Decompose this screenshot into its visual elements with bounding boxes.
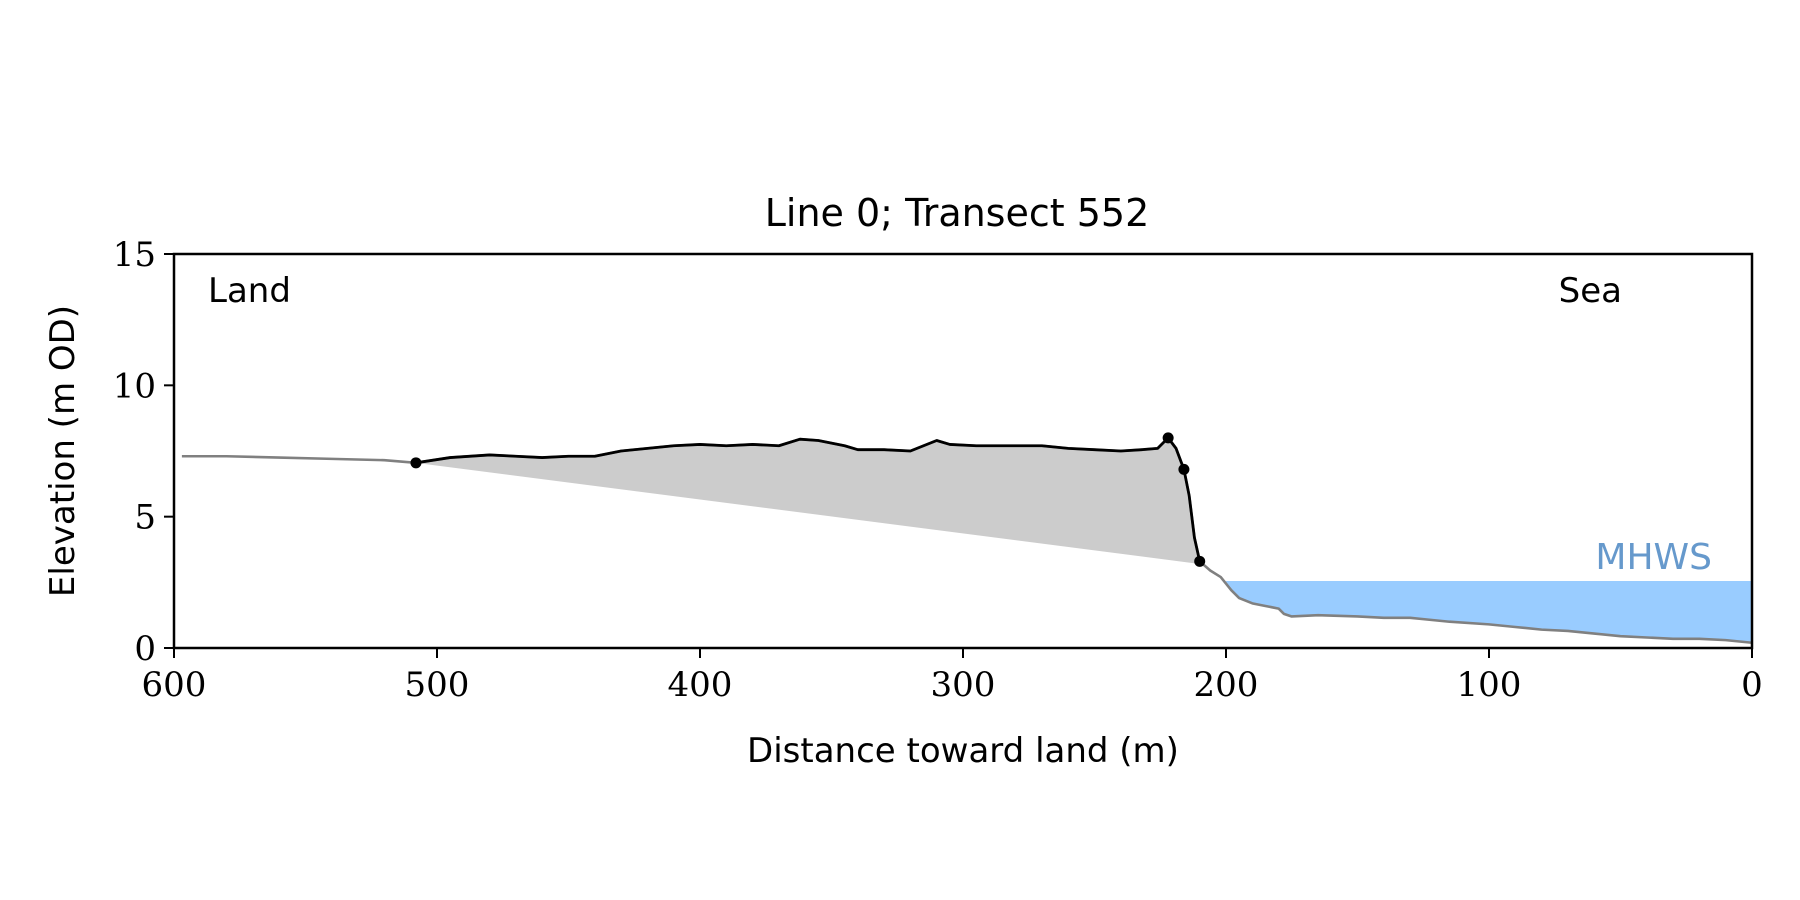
chart-title: Line 0; Transect 552 <box>765 191 1150 235</box>
x-tick-label: 300 <box>931 665 996 705</box>
x-tick-label: 400 <box>668 665 733 705</box>
x-axis-ticks: 600 500 400 300 200 100 0 <box>142 648 1763 705</box>
dune-profile-line <box>415 436 1202 562</box>
y-tick-label: 0 <box>134 629 156 669</box>
x-axis-label: Distance toward land (m) <box>747 731 1179 771</box>
x-tick-label: 500 <box>405 665 470 705</box>
y-tick-label: 5 <box>134 498 156 538</box>
point-layer <box>410 432 1206 567</box>
key-point <box>1162 432 1174 444</box>
y-tick-label: 10 <box>113 366 156 406</box>
key-point <box>410 457 422 469</box>
y-axis-label: Elevation (m OD) <box>43 305 83 597</box>
key-point <box>1194 555 1206 567</box>
key-point <box>1178 463 1190 475</box>
x-tick-label: 200 <box>1194 665 1259 705</box>
y-axis-ticks: 0 5 10 15 <box>113 235 174 669</box>
fill-layer <box>415 437 1752 643</box>
mhws-area <box>1226 581 1752 643</box>
land-label: Land <box>208 271 291 311</box>
mhws-label: MHWS <box>1595 537 1712 578</box>
x-tick-label: 0 <box>1741 665 1763 705</box>
line-layer <box>181 436 1753 645</box>
x-tick-label: 600 <box>142 665 207 705</box>
x-tick-label: 100 <box>1457 665 1522 705</box>
sea-label: Sea <box>1559 271 1622 311</box>
dune-volume-area <box>415 437 1200 564</box>
y-tick-label: 15 <box>113 235 156 275</box>
